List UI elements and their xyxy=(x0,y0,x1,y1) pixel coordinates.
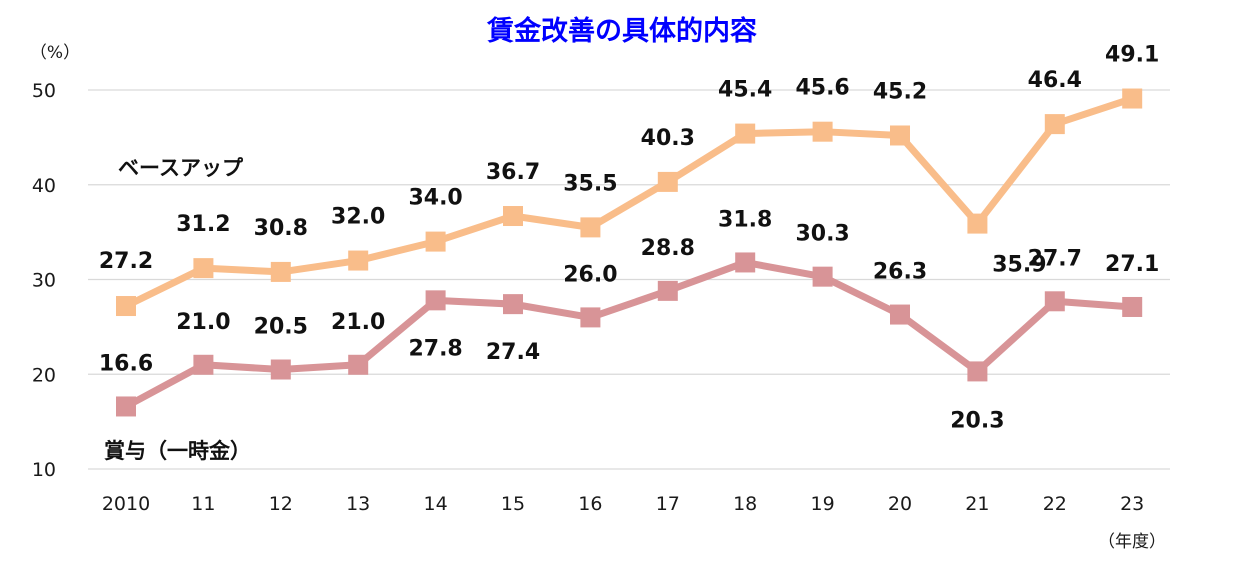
data-label: 45.6 xyxy=(795,76,849,101)
series-line-0 xyxy=(124,95,1134,310)
data-label: 27.1 xyxy=(1105,252,1159,277)
data-label: 35.5 xyxy=(563,171,617,196)
data-label: 49.1 xyxy=(1105,43,1159,68)
data-label: 46.4 xyxy=(1028,68,1082,93)
data-point xyxy=(1044,114,1065,135)
data-label: 16.6 xyxy=(99,351,153,376)
y-tick-label: 40 xyxy=(32,175,56,197)
series-label-bonus: 賞与（一時金） xyxy=(104,439,251,463)
x-tick-label: 23 xyxy=(1120,493,1144,515)
data-label: 27.2 xyxy=(99,249,153,274)
data-label: 35.9 xyxy=(992,253,1046,278)
data-label: 28.8 xyxy=(641,236,695,261)
data-label: 31.8 xyxy=(718,207,772,232)
x-tick-label: 2010 xyxy=(102,493,150,515)
y-axis-ticks: 10 20 30 40 50 xyxy=(32,80,56,481)
data-point xyxy=(425,231,446,252)
data-label: 34.0 xyxy=(408,186,462,211)
x-tick-label: 11 xyxy=(191,493,215,515)
data-label: 40.3 xyxy=(641,126,695,151)
data-point xyxy=(657,171,678,192)
x-tick-label: 13 xyxy=(346,493,370,515)
y-tick-label: 50 xyxy=(32,80,56,102)
x-tick-label: 18 xyxy=(733,493,757,515)
data-label: 26.3 xyxy=(873,260,927,285)
data-point xyxy=(967,213,988,234)
data-point xyxy=(348,354,369,375)
data-label: 30.8 xyxy=(254,216,308,241)
x-tick-label: 21 xyxy=(965,493,989,515)
data-point xyxy=(812,121,833,142)
data-point xyxy=(890,125,910,146)
data-label: 27.7 xyxy=(1028,246,1082,271)
data-point xyxy=(503,294,523,315)
data-label: 21.0 xyxy=(176,310,230,335)
series-line-1 xyxy=(124,258,1133,410)
data-point xyxy=(116,396,136,417)
data-point xyxy=(735,123,756,144)
x-tick-label: 19 xyxy=(811,493,835,515)
data-label: 36.7 xyxy=(486,160,540,185)
data-point xyxy=(1044,291,1065,312)
data-point xyxy=(967,361,988,382)
chart-title: 賃金改善の具体的内容 xyxy=(486,15,757,47)
data-point xyxy=(193,354,214,375)
y-tick-label: 30 xyxy=(32,270,56,292)
data-label: 27.8 xyxy=(408,336,462,361)
x-tick-label: 15 xyxy=(501,493,525,515)
data-point xyxy=(1122,296,1143,317)
data-label: 45.2 xyxy=(873,79,927,104)
grid-lines xyxy=(88,89,1170,470)
data-label: 30.3 xyxy=(795,222,849,247)
x-axis-unit: （年度） xyxy=(1098,532,1166,552)
x-tick-label: 22 xyxy=(1043,493,1067,515)
x-tick-label: 16 xyxy=(578,493,602,515)
x-tick-label: 17 xyxy=(656,493,680,515)
x-tick-label: 12 xyxy=(269,493,293,515)
data-point xyxy=(580,217,601,238)
x-tick-label: 20 xyxy=(888,493,912,515)
data-label: 21.0 xyxy=(331,310,385,335)
series-label-base-up: ベースアップ xyxy=(118,156,244,180)
data-point xyxy=(1122,88,1143,109)
data-point xyxy=(580,307,601,328)
data-label: 27.4 xyxy=(486,340,540,365)
data-point xyxy=(116,296,136,317)
y-axis-unit: （%） xyxy=(30,43,80,63)
data-label: 45.4 xyxy=(718,78,772,103)
series-group xyxy=(116,88,1143,417)
y-tick-label: 20 xyxy=(32,364,56,386)
data-label: 26.0 xyxy=(563,262,617,287)
data-label: 31.2 xyxy=(176,212,230,237)
x-tick-label: 14 xyxy=(424,493,448,515)
data-point xyxy=(348,250,369,271)
data-point xyxy=(657,280,678,301)
data-point xyxy=(193,258,214,279)
y-tick-label: 10 xyxy=(32,459,56,481)
data-point xyxy=(735,252,756,273)
x-axis-ticks: 2010 11 12 13 14 15 16 17 18 19 20 21 22 23 xyxy=(102,493,1144,515)
data-label: 20.3 xyxy=(950,408,1004,433)
data-point xyxy=(270,261,291,282)
data-point xyxy=(812,266,833,287)
data-labels: 27.2 31.2 30.8 32.0 34.0 36.7 35.5 40.3 45.4 45.6… xyxy=(99,43,1159,434)
data-label: 20.5 xyxy=(254,315,308,340)
data-point xyxy=(890,304,910,325)
data-label: 32.0 xyxy=(331,205,385,230)
data-point xyxy=(503,206,523,227)
data-point xyxy=(425,290,446,311)
data-point xyxy=(270,359,291,380)
